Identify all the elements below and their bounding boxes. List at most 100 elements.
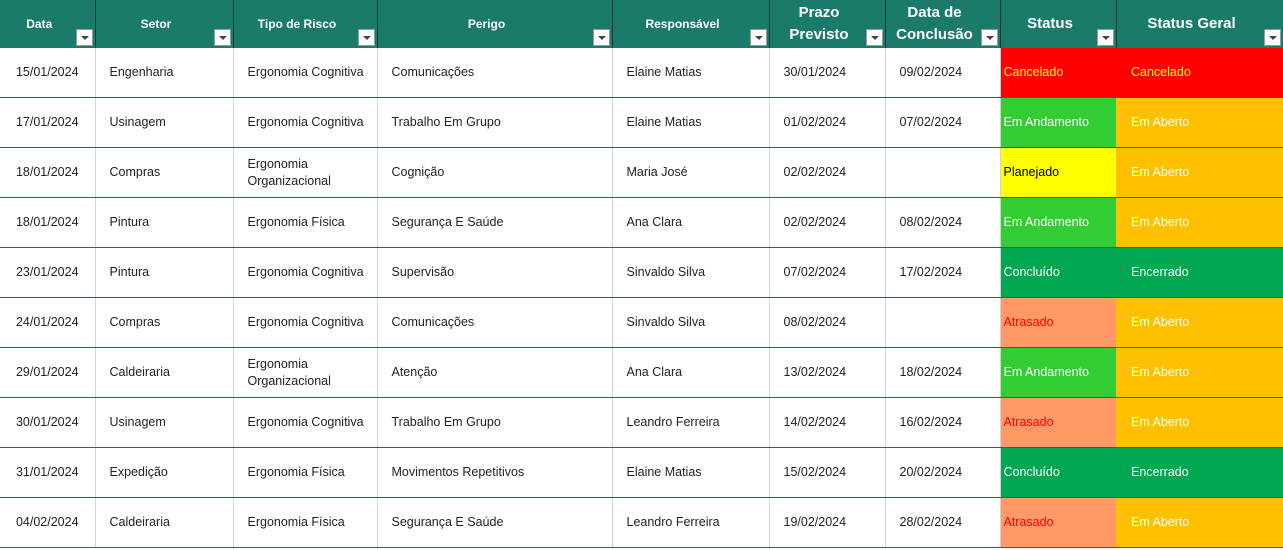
table-cell: Caldeiraria [95, 497, 234, 548]
table-cell: 04/02/2024 [0, 497, 96, 548]
table-cell: Comunicações [377, 48, 613, 98]
filter-dropdown-button[interactable] [1096, 29, 1114, 46]
table-cell: 15/02/2024 [769, 447, 886, 498]
table-row: 24/01/2024 Compras Ergonomia Cognitiva Comu… [0, 297, 1283, 348]
table-row: 15/01/2024 Engenharia Ergonomia Cognitiva C… [0, 48, 1283, 98]
filter-dropdown-button[interactable] [980, 29, 998, 46]
table-cell: Sinvaldo Silva [612, 297, 770, 348]
table-cell: Ergonomia Física [233, 447, 378, 498]
table-cell: Atrasado [1000, 297, 1116, 348]
column-header-text: Data de Conclusão [896, 4, 973, 43]
table-cell: Em Aberto [1116, 197, 1283, 248]
table-cell: Atrasado [1000, 397, 1116, 448]
column-header: Tipo de Risco [233, 0, 378, 48]
table-cell: Pintura [95, 247, 234, 298]
table-cell: 01/02/2024 [769, 97, 886, 148]
table-cell: Em Andamento [1000, 197, 1116, 248]
table-cell: Em Aberto [1116, 397, 1283, 448]
table-cell: Engenharia [95, 48, 234, 98]
filter-dropdown-button[interactable] [749, 29, 767, 46]
table-cell: Planejado [1000, 147, 1116, 198]
column-header-text: Data [26, 17, 53, 31]
table-body: 15/01/2024 Engenharia Ergonomia Cognitiva C… [0, 48, 1283, 548]
table-cell: 28/02/2024 [885, 497, 1001, 548]
table-cell: 02/02/2024 [769, 197, 886, 248]
table-cell: Elaine Matias [612, 447, 770, 498]
table-cell: Usinagem [95, 397, 234, 448]
filter-dropdown-button[interactable] [865, 29, 883, 46]
table-cell: 17/02/2024 [885, 247, 1001, 298]
table-cell: Ana Clara [612, 197, 770, 248]
column-header-text: Status Geral [1147, 15, 1236, 32]
table-row: 18/01/2024 Compras Ergonomia Organizaciona… [0, 147, 1283, 198]
table-cell: 17/01/2024 [0, 97, 96, 148]
table-cell: 31/01/2024 [0, 447, 96, 498]
table-cell: 20/02/2024 [885, 447, 1001, 498]
filter-dropdown-button[interactable] [213, 29, 231, 46]
table-cell: Segurança E Saúde [377, 497, 613, 548]
table-cell: 19/02/2024 [769, 497, 886, 548]
column-header-text: Prazo Previsto [789, 4, 849, 43]
filter-dropdown-button[interactable] [357, 29, 375, 46]
column-header: Perigo [377, 0, 613, 48]
table-cell: Supervisão [377, 247, 613, 298]
column-header-text: Tipo de Risco [257, 17, 337, 31]
table-row: 31/01/2024 Expedição Ergonomia Física Movim… [0, 447, 1283, 498]
column-header: Setor [95, 0, 234, 48]
filter-dropdown-button[interactable] [1263, 29, 1281, 46]
table-cell: Comunicações [377, 297, 613, 348]
table-cell: Movimentos Repetitivos [377, 447, 613, 498]
table-cell: Compras [95, 147, 234, 198]
table-cell: 07/02/2024 [769, 247, 886, 298]
table-row: 23/01/2024 Pintura Ergonomia Cognitiva Supe… [0, 247, 1283, 298]
column-header: Responsável [612, 0, 770, 48]
table-cell: Atenção [377, 347, 613, 398]
table-cell [885, 297, 1001, 348]
table-cell: 15/01/2024 [0, 48, 96, 98]
table-cell: Ergonomia Cognitiva [233, 297, 378, 348]
table-cell: Concluído [1000, 247, 1116, 298]
table-cell: Ergonomia Física [233, 497, 378, 548]
table-cell: Ergonomia Cognitiva [233, 48, 378, 98]
table-cell: Em Andamento [1000, 97, 1116, 148]
table-cell: 24/01/2024 [0, 297, 96, 348]
table-cell: Ergonomia Cognitiva [233, 97, 378, 148]
table-cell: Cognição [377, 147, 613, 198]
table-cell: 07/02/2024 [885, 97, 1001, 148]
header-row: Data Setor Tipo de Risco Perigo Responsável P… [0, 0, 1283, 48]
table-cell: 30/01/2024 [0, 397, 96, 448]
table-cell: Compras [95, 297, 234, 348]
table-cell: Trabalho Em Grupo [377, 97, 613, 148]
table-cell: Ergonomia Cognitiva [233, 397, 378, 448]
table-cell: 23/01/2024 [0, 247, 96, 298]
table-cell: 18/01/2024 [0, 197, 96, 248]
table-cell: 02/02/2024 [769, 147, 886, 198]
table-cell: Ergonomia Organizacional [233, 147, 378, 198]
table-cell: 29/01/2024 [0, 347, 96, 398]
table-cell: Segurança E Saúde [377, 197, 613, 248]
table-cell: Em Aberto [1116, 147, 1283, 198]
table-cell: 14/02/2024 [769, 397, 886, 448]
table-cell: Em Aberto [1116, 297, 1283, 348]
filter-dropdown-button[interactable] [75, 29, 93, 46]
column-header: Status [1000, 0, 1117, 48]
column-header: Status Geral [1116, 0, 1283, 48]
table-row: 29/01/2024 Caldeiraria Ergonomia Organizac… [0, 347, 1283, 398]
table-cell: Caldeiraria [95, 347, 234, 398]
table-cell: Ergonomia Organizacional [233, 347, 378, 398]
table-cell: Atrasado [1000, 497, 1116, 548]
table-cell: Maria José [612, 147, 770, 198]
column-header: Data de Conclusão [885, 0, 1001, 48]
table-cell: Usinagem [95, 97, 234, 148]
table-cell: Concluído [1000, 447, 1116, 498]
table-cell: 08/02/2024 [769, 297, 886, 348]
table-cell: Ergonomia Cognitiva [233, 247, 378, 298]
filter-dropdown-button[interactable] [592, 29, 610, 46]
table-cell: Em Aberto [1116, 97, 1283, 148]
column-header: Data [0, 0, 96, 48]
table-cell: Encerrado [1116, 247, 1283, 298]
table-cell: Elaine Matias [612, 97, 770, 148]
column-header-text: Responsável [645, 17, 720, 31]
